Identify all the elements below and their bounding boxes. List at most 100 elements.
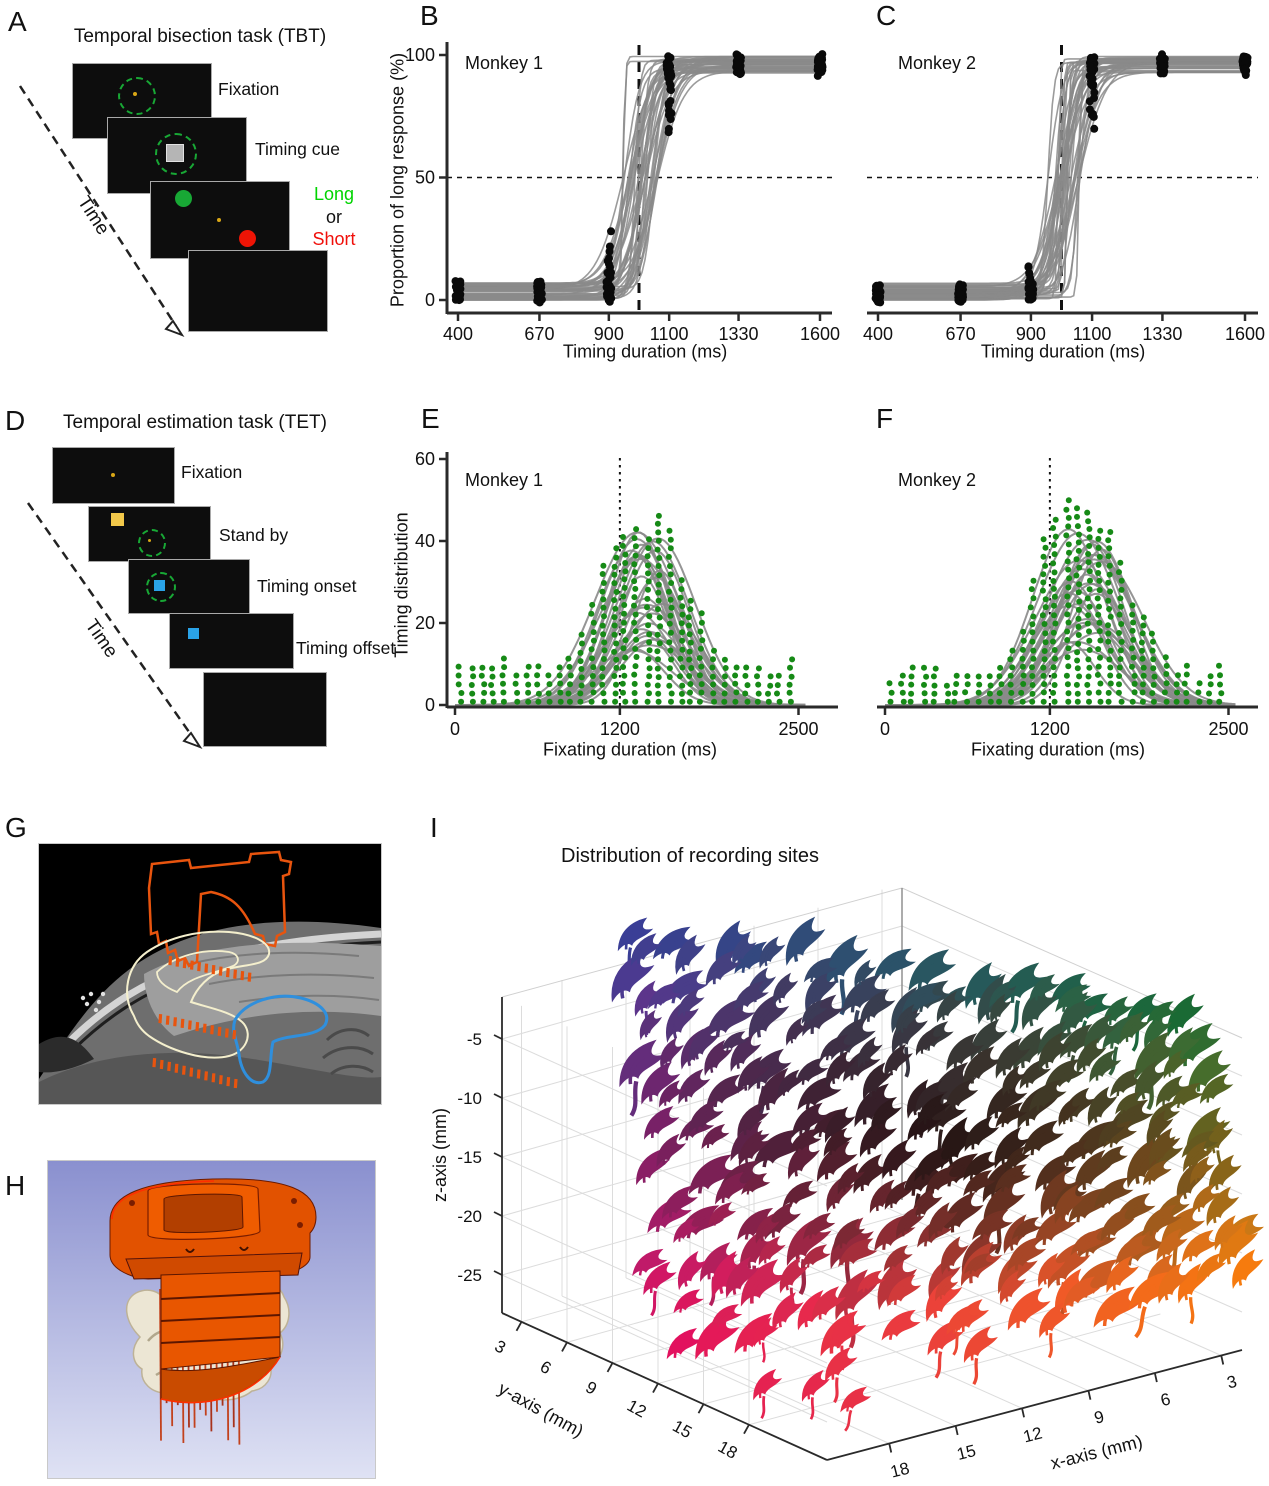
panel-f-xlabel: Fixating duration (ms)	[970, 739, 1146, 760]
svg-text:3: 3	[491, 1336, 508, 1357]
session-curves	[885, 528, 1236, 706]
svg-text:0: 0	[450, 719, 460, 739]
panel-f-monkey-label: Monkey 2	[898, 470, 977, 490]
choice-fixation-dot	[217, 218, 221, 222]
panel-g-letter: G	[5, 812, 27, 843]
svg-text:3: 3	[1225, 1372, 1239, 1393]
count-dots	[886, 497, 1225, 705]
svg-text:0: 0	[425, 290, 435, 310]
cue-window-circle	[155, 133, 197, 175]
panel-e-plot: 0 20 40 60 0 1200 2500	[415, 449, 838, 739]
svg-text:1330: 1330	[719, 324, 759, 344]
mri-brain	[39, 921, 381, 1104]
panel-a-title: Temporal bisection task (TBT)	[73, 26, 327, 47]
axes: 400 670 900 1100 1330 1600	[863, 311, 1265, 344]
svg-text:15: 15	[955, 1441, 978, 1464]
tet-screen-standby	[88, 506, 211, 562]
long-label: Long	[313, 184, 355, 204]
electrode-track-dashes	[152, 956, 252, 1089]
or-label: or	[325, 206, 342, 227]
session-curves	[458, 55, 820, 301]
svg-text:100: 100	[405, 45, 435, 65]
panel-d-title: Temporal estimation task (TET)	[63, 412, 327, 433]
tet-standby-label: Stand by	[219, 525, 289, 545]
svg-text:12: 12	[1021, 1423, 1044, 1446]
panel-a-time-arrow	[18, 85, 185, 337]
panel-b-letter: B	[420, 0, 439, 31]
long-target-circle	[175, 190, 192, 207]
fixation-window-circle	[118, 77, 156, 115]
panel-e-letter: E	[421, 403, 440, 434]
svg-text:1330: 1330	[1142, 324, 1182, 344]
svg-text:900: 900	[1016, 324, 1046, 344]
panel-i-3d-scatter: -5 -10 -15 -20 -25 3 6 9 12 15 18 18 15 12 9 6 3 z-axis (…	[430, 887, 1265, 1482]
panel-b-monkey-label: Monkey 1	[465, 53, 544, 73]
data-points	[451, 50, 827, 307]
svg-text:1100: 1100	[1073, 324, 1112, 344]
session-curves	[455, 531, 806, 706]
striatum-contour	[126, 930, 271, 1059]
tbt-fixation-label: Fixation	[218, 79, 280, 99]
panel-e-monkey-label: Monkey 1	[465, 470, 544, 490]
svg-text:670: 670	[946, 324, 976, 344]
offset-blue-square	[188, 628, 199, 639]
svg-text:18: 18	[715, 1437, 741, 1463]
svg-text:1200: 1200	[600, 719, 640, 739]
svg-text:60: 60	[415, 449, 435, 469]
svg-text:400: 400	[863, 324, 893, 344]
chamber-3d-model	[109, 1178, 317, 1404]
panel-c-xlabel: Timing duration (ms)	[980, 341, 1146, 362]
svg-text:z-axis (mm): z-axis (mm)	[430, 1108, 450, 1202]
svg-text:40: 40	[415, 531, 435, 551]
svg-text:2500: 2500	[1208, 719, 1248, 739]
axes: 0 50 100 400 670 900 1100 1330 1600	[405, 42, 840, 344]
panel-h-letter: H	[5, 1170, 26, 1201]
axes: 0 20 40 60 0 1200 2500	[415, 449, 838, 739]
count-dots	[455, 512, 796, 705]
svg-text:6: 6	[1159, 1389, 1173, 1410]
short-label: Short	[312, 229, 356, 249]
panel-e-ylabel: Timing distribution	[391, 512, 412, 658]
panel-a-letter: A	[8, 6, 27, 37]
svg-text:20: 20	[415, 613, 435, 633]
panel-i-title: Distribution of recording sites	[561, 845, 819, 867]
axes: 0 1200 2500	[877, 705, 1258, 739]
svg-text:670: 670	[524, 324, 554, 344]
svg-text:-25: -25	[457, 1266, 482, 1285]
tbt-choice-labels: Long or Short	[296, 183, 372, 251]
svg-text:400: 400	[443, 324, 473, 344]
svg-text:12: 12	[624, 1396, 650, 1422]
session-curves	[878, 55, 1245, 301]
svg-text:0: 0	[425, 695, 435, 715]
svg-text:-5: -5	[467, 1030, 482, 1049]
standby-yellow-square	[111, 513, 124, 526]
svg-text:15: 15	[669, 1416, 695, 1442]
panel-i-letter: I	[430, 812, 438, 843]
tbt-timing-cue-label: Timing cue	[255, 139, 340, 159]
svg-text:-10: -10	[457, 1089, 482, 1108]
svg-text:9: 9	[582, 1378, 599, 1399]
tet-fixation-dot	[111, 473, 115, 477]
tet-screen-blank	[203, 672, 327, 747]
recording-trajectories	[611, 916, 1265, 1432]
panel-c-letter: C	[876, 0, 897, 31]
svg-text:1200: 1200	[1030, 719, 1070, 739]
svg-text:900: 900	[594, 324, 624, 344]
svg-text:0: 0	[880, 719, 890, 739]
panel-g-mri-image	[38, 843, 382, 1105]
tet-screen-timing-onset	[128, 559, 250, 614]
onset-blue-square	[154, 580, 165, 591]
svg-text:-20: -20	[457, 1207, 482, 1226]
svg-text:9: 9	[1092, 1407, 1106, 1428]
panel-a: A Temporal bisection task (TBT) Time Fix…	[0, 0, 420, 400]
standby-window-circle	[138, 529, 166, 557]
svg-text:x-axis (mm): x-axis (mm)	[1049, 1431, 1145, 1473]
svg-text:50: 50	[415, 168, 435, 188]
panel-d-time-arrow	[26, 502, 203, 749]
chamber-outline	[147, 850, 293, 968]
svg-text:6: 6	[537, 1357, 554, 1378]
short-target-circle	[239, 230, 256, 247]
caudate-contour	[232, 994, 329, 1085]
svg-text:1600: 1600	[1225, 324, 1265, 344]
